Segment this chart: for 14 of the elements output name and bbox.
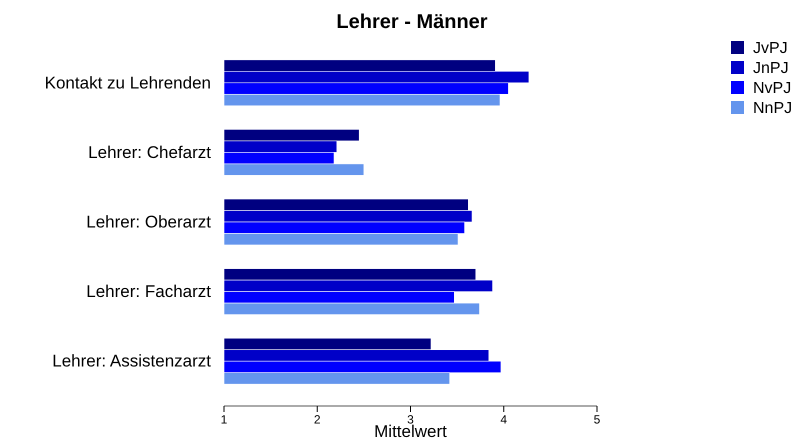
x-tick-label: 2 <box>314 412 321 427</box>
y-tick-label: Lehrer: Assistenzarzt <box>52 352 212 371</box>
y-tick-label: Lehrer: Oberarzt <box>86 212 212 232</box>
x-tick-label: 4 <box>500 412 508 427</box>
legend-label: NvPJ <box>753 80 792 97</box>
x-tick-label: 1 <box>220 412 228 427</box>
chart-title: Lehrer - Männer <box>336 11 488 33</box>
legend-label: JnPJ <box>753 60 789 77</box>
legend-label: JvPJ <box>753 40 788 57</box>
y-tick-label: Lehrer: Chefarzt <box>88 142 212 162</box>
y-tick-label: Kontakt zu Lehrenden <box>44 73 211 92</box>
x-tick-label: 5 <box>594 412 601 427</box>
legend-label: NnPJ <box>753 100 792 117</box>
y-tick-label: Lehrer: Facharzt <box>86 282 212 302</box>
